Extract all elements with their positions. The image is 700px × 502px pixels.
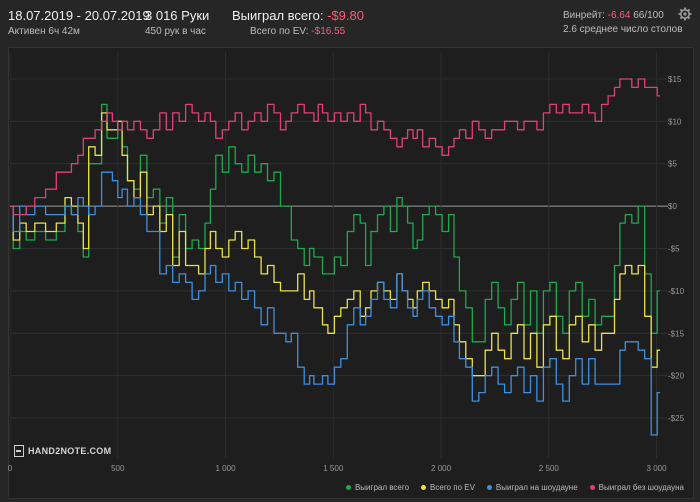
avg-tables: 2.6 среднее число столов [563, 24, 683, 35]
won-total: Выиграл всего: -$9.80 [232, 8, 364, 23]
brand-logo: HAND2NOTE.COM [14, 444, 111, 458]
series-line-3 [10, 78, 660, 216]
y-tick-label: -$15 [668, 329, 685, 338]
legend-label: Выиграл всего [354, 483, 410, 492]
y-tick-label: $5 [668, 160, 677, 169]
stats-header: 18.07.2019 - 20.07.2019 Активен 6ч 42м 3… [0, 0, 700, 44]
chart-legend: Выиграл всего Всего по EV Выиграл на шоуда… [345, 483, 684, 492]
y-tick-label: $0 [668, 202, 677, 211]
y-tick-label: -$25 [668, 414, 685, 423]
ev-total-value: -$16.55 [311, 26, 346, 37]
x-tick-label: 1 500 [323, 464, 344, 473]
y-tick-label: $10 [668, 117, 682, 126]
winrate-unit: 66/100 [633, 10, 664, 21]
x-tick-label: 1 000 [216, 464, 237, 473]
legend-item-0[interactable]: Выиграл всего [345, 483, 410, 492]
legend-label: Всего по EV [430, 483, 475, 492]
active-time: Активен 6ч 42м [8, 26, 80, 37]
won-total-value: -$9.80 [327, 8, 364, 23]
ev-total: Всего по EV: -$16.55 [250, 26, 345, 37]
x-tick-label: 0 [8, 464, 13, 473]
chart-grid [9, 52, 668, 458]
settings-gear-icon[interactable] [678, 7, 692, 26]
winrate-label: Винрейт: [563, 10, 605, 21]
y-tick-label: -$10 [668, 287, 685, 296]
x-tick-label: 3 000 [647, 464, 668, 473]
legend-dot-icon [486, 485, 492, 490]
series-line-1 [10, 112, 660, 377]
brand-logo-text: HAND2NOTE.COM [28, 446, 112, 456]
y-tick-label: -$20 [668, 372, 685, 381]
series-line-2 [10, 171, 660, 436]
legend-item-3[interactable]: Выиграл без шоудауна [589, 483, 684, 492]
x-tick-label: 2 000 [431, 464, 452, 473]
y-tick-label: -$5 [668, 245, 680, 254]
legend-dot-icon [421, 485, 427, 490]
x-tick-label: 500 [111, 464, 125, 473]
hands-count: 3 016 Руки [145, 8, 210, 23]
y-axis-ticks: $15 $10 $5 $0 -$5 -$10 -$15 -$20 -$25 [668, 75, 685, 423]
winrate: Винрейт: -6.64 66/100 [563, 10, 664, 21]
hands-per-hour: 450 рук в час [145, 26, 206, 37]
legend-label: Выиграл на шоудауне [495, 483, 578, 492]
date-range: 18.07.2019 - 20.07.2019 [8, 8, 150, 23]
y-tick-label: $15 [668, 75, 682, 84]
legend-dot-icon [589, 485, 595, 490]
legend-item-1[interactable]: Всего по EV [421, 483, 475, 492]
ev-total-label: Всего по EV: [250, 26, 309, 37]
series-lines [10, 78, 660, 436]
series-line-0 [10, 103, 660, 343]
legend-dot-icon [345, 485, 351, 490]
x-axis-ticks: 0 500 1 000 1 500 2 000 2 500 3 000 [8, 464, 667, 473]
legend-label: Выиграл без шоудауна [598, 483, 684, 492]
won-total-label: Выиграл всего: [232, 8, 324, 23]
hand2note-logo-icon [14, 445, 24, 457]
legend-item-2[interactable]: Выиграл на шоудауне [486, 483, 578, 492]
winrate-value: -6.64 [607, 10, 631, 21]
x-tick-label: 2 500 [539, 464, 560, 473]
